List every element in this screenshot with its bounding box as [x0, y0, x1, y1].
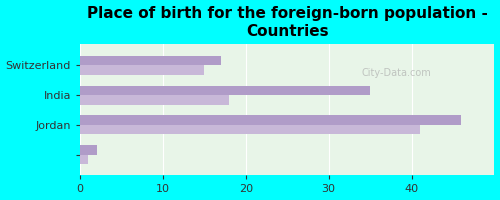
Bar	[80, 145, 96, 155]
Bar	[80, 56, 221, 65]
Bar	[80, 86, 370, 95]
Bar	[80, 115, 462, 125]
Bar	[80, 155, 88, 164]
Bar	[80, 125, 420, 134]
Text: City-Data.com: City-Data.com	[362, 68, 432, 78]
Title: Place of birth for the foreign-born population -
Countries: Place of birth for the foreign-born popu…	[87, 6, 487, 39]
Bar	[80, 65, 204, 75]
Bar	[80, 95, 229, 105]
